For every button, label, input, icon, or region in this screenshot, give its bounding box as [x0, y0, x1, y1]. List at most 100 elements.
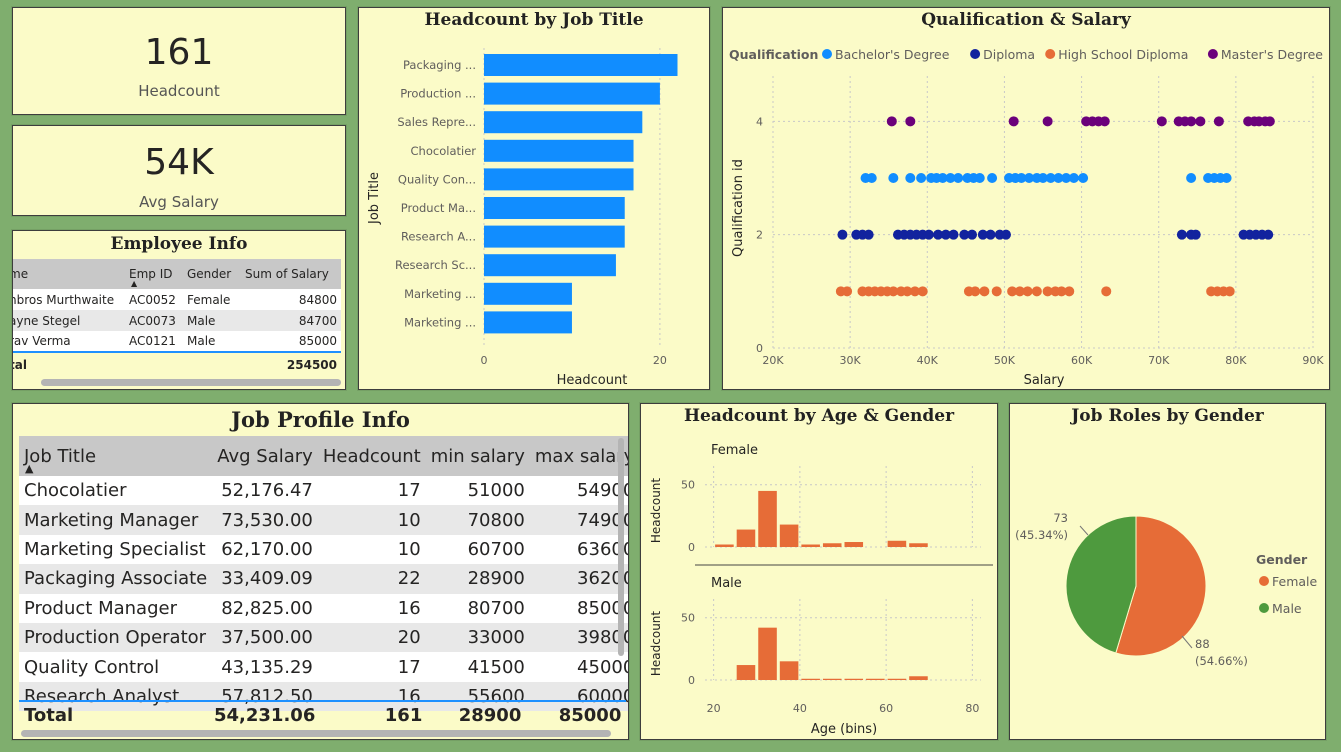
cell: 85000 [241, 331, 341, 352]
scatter-point [959, 229, 970, 240]
y-axis-title: Headcount [649, 611, 663, 677]
job-col-headcount[interactable]: Headcount [317, 436, 426, 476]
legend-marker [1207, 49, 1218, 59]
scatter-point [1264, 116, 1275, 127]
y-tick-label: Sales Repre... [397, 115, 476, 129]
legend-title: Qualification [729, 47, 818, 62]
x-tick-label: 0 [481, 354, 488, 367]
horizontal-scrollbar[interactable] [21, 730, 611, 737]
scatter-point [974, 173, 985, 183]
emp-col-name[interactable]: me [13, 259, 125, 289]
cell: 80700 [425, 593, 530, 623]
table-row[interactable]: nbros Murthwaite AC0052 Female 84800 [13, 289, 341, 310]
scatter-point [905, 116, 916, 127]
data-label: 88 [1195, 637, 1210, 651]
headcount-by-job-title-panel: Headcount by Job Title 0 20 Packaging ... P… [358, 7, 710, 390]
job-col-avg-salary[interactable]: Avg Salary [212, 436, 318, 476]
job-profile-title: Job Profile Info [231, 407, 410, 432]
cell: 10 [317, 505, 426, 535]
bar [779, 661, 799, 680]
bar [484, 254, 616, 277]
cell: 45000 [529, 652, 628, 682]
x-axis-title: Salary [1024, 373, 1065, 388]
cell: 33000 [425, 622, 530, 653]
bar [844, 542, 864, 547]
table-row[interactable]: Production Operator 37,500.00 20 33000 39800 [19, 622, 628, 653]
y-tick-label: Product Ma... [401, 201, 476, 215]
employee-info-table[interactable]: me Emp ID▲ Gender Sum of Salary nbros Mu… [13, 259, 341, 376]
job-col-title[interactable]: Job Title ▲ [19, 436, 213, 476]
bar [484, 82, 660, 105]
y-axis-title: Qualification id [731, 159, 746, 257]
pie-slice [1065, 515, 1137, 654]
legend-label: Master's Degree [1221, 47, 1323, 62]
cell: AC0052 [125, 289, 183, 310]
scatter-point [991, 286, 1002, 297]
scatter-point [917, 286, 928, 297]
x-tick-label: 20K [762, 354, 784, 367]
sort-asc-icon: ▲ [131, 279, 138, 288]
cell: nbros Murthwaite [13, 289, 125, 310]
table-row[interactable]: rav Verma AC0121 Male 85000 [13, 331, 341, 352]
job-col-min-salary[interactable]: min salary [425, 436, 530, 476]
cell: 20 [317, 622, 426, 653]
cell: Product Manager [19, 593, 213, 623]
cell: 85000 [529, 593, 628, 623]
qualification-salary-chart: Qualification Bachelor's Degree Diploma Hig… [729, 47, 1324, 388]
kpi-headcount-label: Headcount [138, 82, 220, 100]
kpi-avg-salary-card[interactable]: 54K Avg Salary [12, 125, 346, 216]
x-tick-label: 30K [840, 354, 862, 367]
cell: Chocolatier [19, 476, 213, 506]
y-tick-label: Research Sc... [395, 258, 476, 272]
employee-info-title: Employee Info [110, 234, 248, 254]
cell: Production Operator [19, 622, 213, 653]
emp-col-id[interactable]: Emp ID ▲ [125, 259, 183, 289]
scatter-point [1061, 173, 1072, 183]
bar [844, 678, 864, 680]
table-total-row: tal 254500 [13, 351, 341, 376]
cell: Male [183, 331, 241, 352]
scatter-point [866, 173, 877, 183]
bar [866, 678, 885, 680]
cell: 74900 [529, 505, 628, 535]
bar [484, 311, 572, 334]
headcount-by-job-title-chart: 0 20 Packaging ... Production ... Sales Repr… [367, 48, 678, 388]
legend-label: Male [1272, 601, 1302, 616]
scatter-point [1038, 173, 1048, 183]
cell: 16 [317, 593, 426, 623]
scatter-point [1031, 286, 1042, 297]
scatter-point [945, 173, 956, 183]
bar [484, 54, 678, 76]
emp-col-gender[interactable]: Gender [183, 259, 241, 289]
bar [909, 676, 928, 680]
legend-label: Bachelor's Degree [835, 47, 950, 62]
total-value: 254500 [241, 351, 341, 376]
table-row[interactable]: Quality Control 43,135.29 17 41500 45000 [19, 652, 628, 682]
y-tick-label: 50 [681, 612, 695, 625]
table-row[interactable]: Marketing Manager 73,530.00 10 70800 74900 [19, 505, 628, 535]
cell: 60700 [425, 534, 530, 565]
table-row[interactable]: Chocolatier 52,176.47 17 51000 54900 [19, 476, 628, 506]
table-row[interactable]: Marketing Specialist 62,170.00 10 60700 6360… [19, 534, 628, 565]
table-row[interactable]: ayne Stegel AC0073 Male 84700 [13, 310, 341, 331]
x-tick-label: 80K [1225, 354, 1247, 367]
job-profile-table[interactable]: Job Title ▲ Avg Salary Headcount min sala… [19, 436, 628, 712]
emp-col-salary[interactable]: Sum of Salary [241, 259, 341, 289]
vertical-scrollbar[interactable] [618, 438, 624, 656]
kpi-headcount-card[interactable]: 161 Headcount [12, 7, 346, 115]
job-profile-info-panel: Job Profile Info Job Title ▲ Avg Salary H… [12, 403, 629, 740]
scatter-point [970, 286, 981, 297]
employee-info-panel: Employee Info me Emp ID▲ Gender Sum of S… [12, 230, 346, 390]
job-col-max-salary[interactable]: max salary [529, 436, 628, 476]
scatter-point [933, 229, 944, 240]
scatter-point [1190, 229, 1201, 240]
horizontal-scrollbar[interactable] [41, 379, 341, 386]
scatter-point [1263, 229, 1274, 240]
table-row[interactable]: Packaging Associate 33,409.09 22 28900 36200 [19, 564, 628, 594]
y-tick-label: Chocolatier [411, 144, 477, 158]
bar [484, 168, 634, 191]
total-min-salary: 28900 [458, 705, 522, 726]
table-row[interactable]: Product Manager 82,825.00 16 80700 85000 [19, 593, 628, 623]
cell: 84700 [241, 310, 341, 331]
y-tick-label: Marketing ... [404, 287, 476, 301]
